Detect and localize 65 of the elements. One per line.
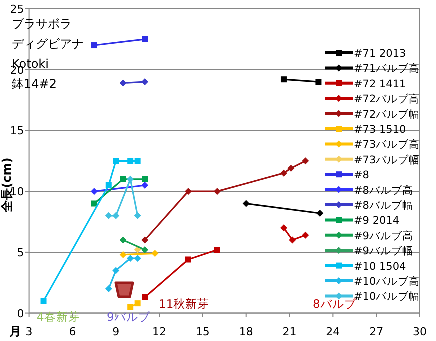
legend-label: #72バルブ高 <box>354 92 420 106</box>
legend-label: #10バルブ幅 <box>354 290 420 304</box>
x-tick-label: 24 <box>326 325 340 338</box>
point <box>316 210 324 217</box>
point <box>142 236 149 244</box>
point <box>280 224 288 232</box>
legend-label: #10 1504 <box>354 260 407 273</box>
y-tick-label: 0 <box>17 307 24 320</box>
point <box>105 212 112 220</box>
x-tick-label: 21 <box>282 325 297 338</box>
point <box>120 251 127 258</box>
point <box>127 176 134 183</box>
point <box>134 212 142 220</box>
annotation: 9バルブ <box>107 310 152 324</box>
x-tick-label: 3 <box>26 325 33 338</box>
point <box>152 250 159 258</box>
legend-label: #8 <box>354 170 370 182</box>
point <box>112 267 120 274</box>
y-tick-label: 25 <box>10 3 24 16</box>
annotation: 11秋新芽 <box>159 297 210 311</box>
x-tick-label: 27 <box>370 325 384 338</box>
legend-label: #72バルブ幅 <box>354 108 420 121</box>
annotation: 鉢14#2 <box>12 77 57 91</box>
point <box>142 246 149 254</box>
legend-label: #9バルブ幅 <box>354 244 414 258</box>
legend-label: #72 1411 <box>354 78 406 90</box>
point <box>184 188 192 196</box>
point <box>142 78 149 86</box>
point <box>242 200 250 208</box>
point <box>302 232 310 239</box>
x-tick-label: 12 <box>152 325 167 338</box>
annotation: ディグビアナ <box>12 37 84 51</box>
legend-label: #9バルブ高 <box>354 229 414 242</box>
legend-label: #8バルブ幅 <box>354 199 414 212</box>
x-tick-label: 9 <box>112 325 120 338</box>
point <box>134 255 142 262</box>
point <box>280 170 288 177</box>
point <box>90 188 98 196</box>
legend-label: #73バルブ高 <box>354 138 420 152</box>
point <box>127 255 134 262</box>
x-tick-label: 30 <box>413 325 427 338</box>
point <box>112 212 120 220</box>
legend-label: #71 2013 <box>354 48 406 60</box>
y-tick-label: 5 <box>17 246 24 260</box>
point <box>105 285 112 292</box>
legend-label: #8バルブ高 <box>354 184 414 197</box>
legend-label: #73 1510 <box>354 124 406 136</box>
legend-label: #10バルブ高 <box>354 275 420 288</box>
y-tick-label: 15 <box>10 124 24 138</box>
point <box>302 158 310 165</box>
point <box>142 182 149 189</box>
legend-label: #9 2014 <box>354 215 400 228</box>
point <box>120 80 127 87</box>
point <box>288 164 295 172</box>
x-tick-label: 6 <box>69 325 76 338</box>
x-tick-label: 15 <box>196 325 210 338</box>
x-tick-label: 18 <box>239 325 254 338</box>
legend-label: #71バルブ高 <box>354 62 420 76</box>
point <box>289 236 296 244</box>
x-axis-title: 月 <box>8 324 22 338</box>
point <box>214 188 221 196</box>
annotation: ブラサボラ <box>12 17 72 31</box>
annotation: 4春新芽 <box>37 310 80 324</box>
legend-label: #73バルブ幅 <box>354 153 420 166</box>
point <box>120 236 127 244</box>
